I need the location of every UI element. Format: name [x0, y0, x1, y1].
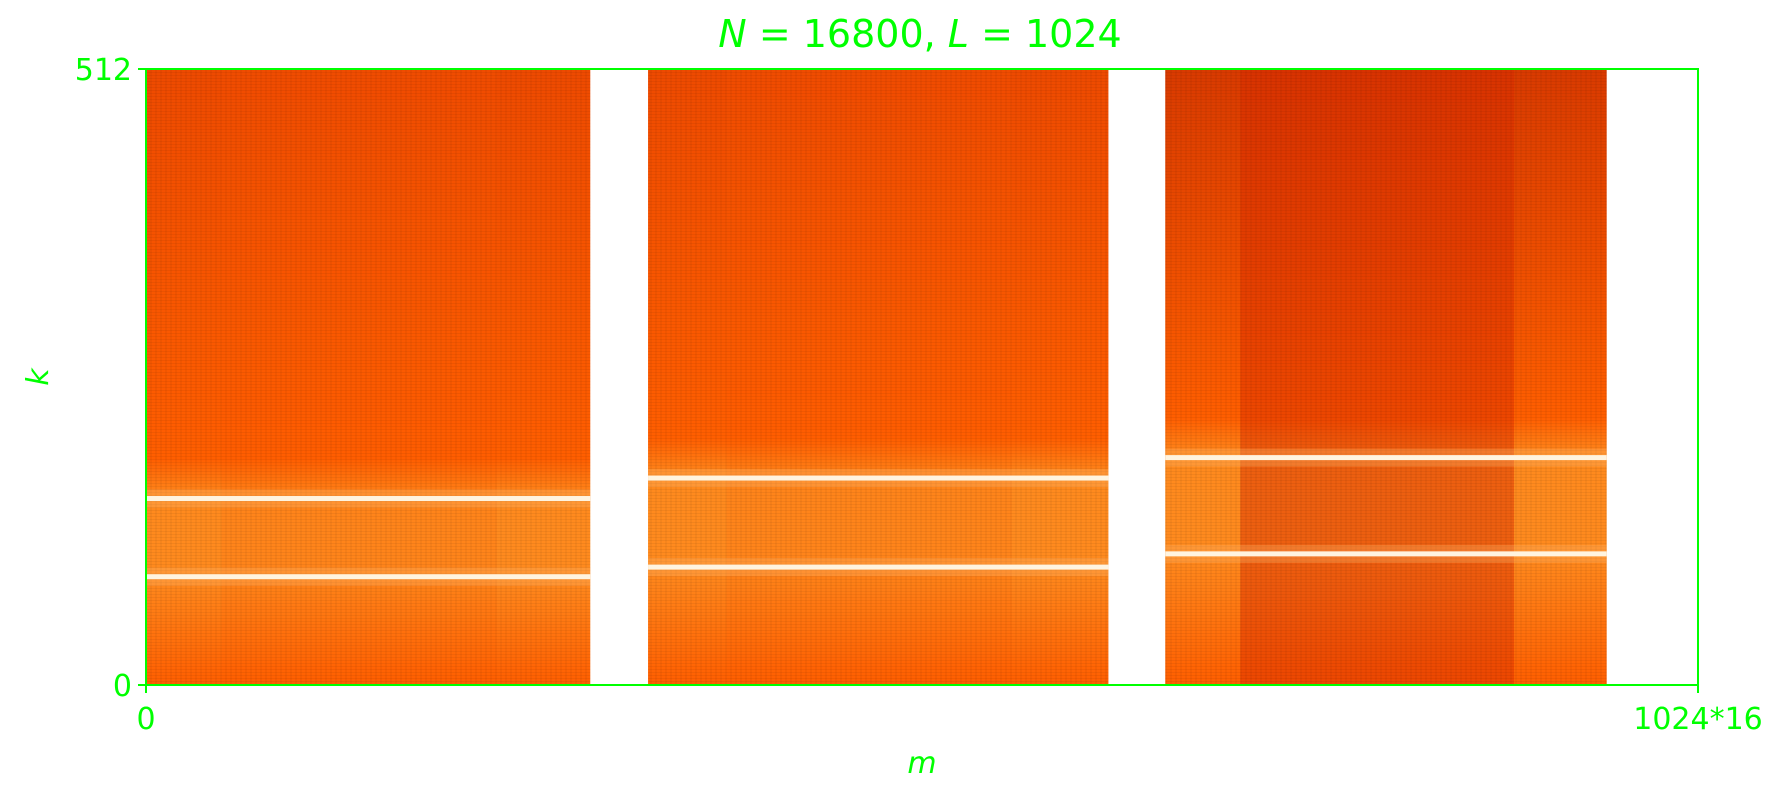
x-axis-label: m	[907, 746, 936, 781]
heatmap-line-upper	[648, 475, 1109, 481]
heatmap-block	[146, 69, 591, 685]
heatmap-line-upper	[146, 496, 591, 502]
chart-title: N = 16800, L = 1024	[718, 12, 1121, 56]
heatmap-line-lower	[1165, 551, 1607, 557]
heatmap-block	[1165, 69, 1607, 685]
y-tick-label: 512	[75, 53, 132, 88]
plot-frame	[145, 68, 1699, 686]
x-tick-label: 0	[136, 702, 155, 737]
heatmap-block-texture-v	[146, 69, 591, 685]
x-tick-label: 1024*16	[1633, 702, 1763, 737]
heatmap-block	[648, 69, 1109, 685]
x-axis-ticks: 0 1024*16	[136, 685, 1763, 737]
y-tick-label: 0	[113, 669, 132, 704]
heatmap-blocks	[146, 69, 1607, 685]
heatmap-block-texture-v	[648, 69, 1109, 685]
heatmap-line-upper	[1165, 455, 1607, 461]
heatmap-line-lower	[648, 564, 1109, 570]
y-axis-ticks: 0 512	[75, 53, 146, 704]
heatmap-block-texture-v	[1165, 69, 1607, 685]
y-axis-label: k	[21, 367, 56, 386]
heatmap-line-lower	[146, 574, 591, 580]
